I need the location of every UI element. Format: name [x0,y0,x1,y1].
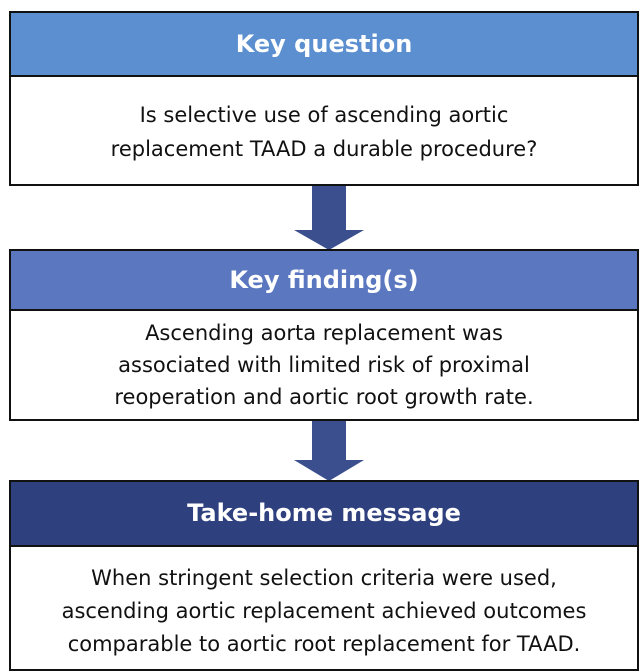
box-text: When stringent selection criteria were u… [91,566,557,590]
body-box [9,309,639,421]
box-text: ascending aortic replacement achieved ou… [62,599,587,623]
header-bar [9,11,639,77]
arrow [294,186,364,250]
box-title: Take-home message [187,499,461,527]
body-box [9,75,639,186]
box-text: Ascending aorta replacement was [145,321,503,345]
box-text: reoperation and aortic root growth rate. [114,385,533,409]
box-title: Key finding(s) [229,266,418,294]
box-text: comparable to aortic root replacement fo… [68,632,581,656]
arrow [294,421,364,481]
header-bar [9,480,639,547]
box-text: replacement TAAD a durable procedure? [111,137,538,161]
header-bar [9,249,639,311]
box-title: Key question [236,30,413,58]
body-box [9,545,639,671]
box-text: Is selective use of ascending aortic [140,103,509,127]
box-text: associated with limited risk of proximal [118,353,530,377]
